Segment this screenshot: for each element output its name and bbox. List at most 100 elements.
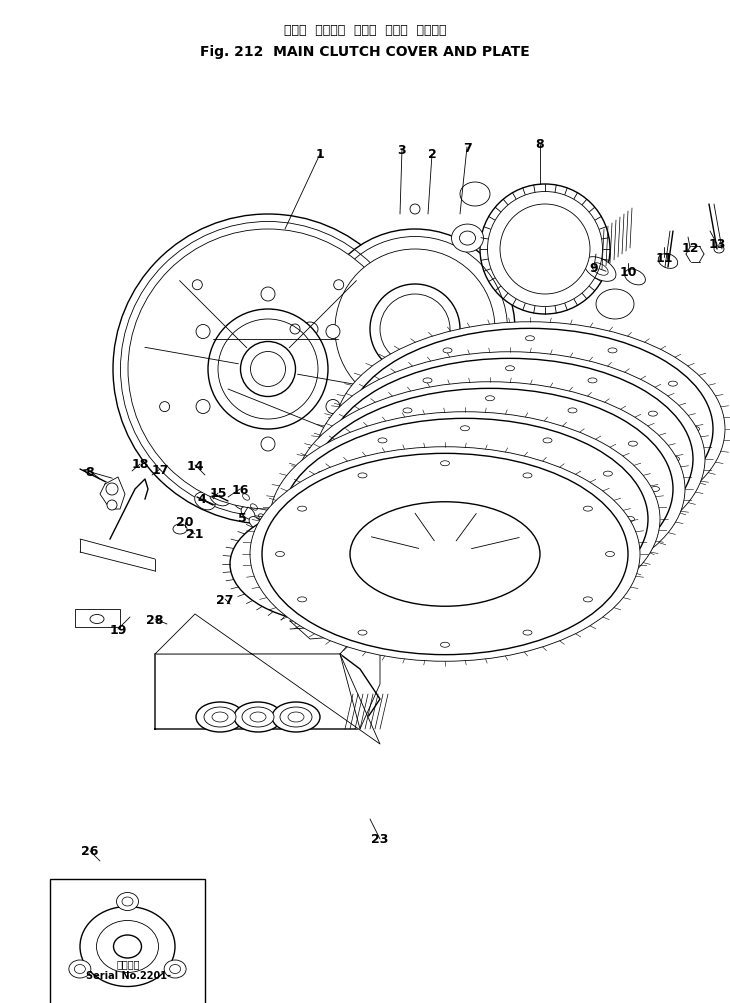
Ellipse shape — [262, 454, 628, 655]
Ellipse shape — [242, 707, 274, 727]
Text: 13: 13 — [708, 239, 726, 251]
Ellipse shape — [530, 325, 540, 335]
Ellipse shape — [107, 500, 117, 511]
Ellipse shape — [113, 215, 423, 525]
Ellipse shape — [241, 508, 255, 520]
Text: 28: 28 — [146, 613, 164, 626]
Text: 適用番号: 適用番号 — [116, 958, 139, 968]
Text: 20: 20 — [176, 516, 193, 529]
Text: 2: 2 — [428, 148, 437, 161]
Text: 8: 8 — [536, 138, 545, 151]
Ellipse shape — [280, 532, 400, 597]
Ellipse shape — [280, 707, 312, 727]
Ellipse shape — [294, 316, 326, 344]
Ellipse shape — [233, 497, 247, 510]
Ellipse shape — [334, 448, 344, 458]
Ellipse shape — [334, 281, 344, 291]
Ellipse shape — [459, 413, 475, 427]
Polygon shape — [340, 610, 380, 729]
Ellipse shape — [395, 437, 585, 542]
Text: 18: 18 — [131, 458, 149, 471]
Ellipse shape — [451, 225, 483, 253]
Ellipse shape — [240, 342, 296, 397]
Text: Serial No.2201-: Serial No.2201- — [85, 970, 171, 980]
Ellipse shape — [250, 352, 285, 387]
Text: メイン  クラッチ  カバー  および  プレート: メイン クラッチ カバー および プレート — [284, 23, 446, 36]
Ellipse shape — [302, 323, 318, 337]
Text: 8: 8 — [85, 465, 94, 478]
Ellipse shape — [173, 525, 187, 535]
Ellipse shape — [335, 250, 495, 409]
Ellipse shape — [106, 483, 118, 495]
Ellipse shape — [69, 960, 91, 978]
Ellipse shape — [584, 258, 616, 282]
Text: 14: 14 — [186, 459, 204, 472]
Ellipse shape — [410, 205, 420, 215]
Ellipse shape — [435, 377, 625, 481]
Ellipse shape — [295, 382, 685, 597]
Ellipse shape — [96, 921, 158, 973]
Ellipse shape — [113, 935, 142, 958]
Text: 16: 16 — [231, 483, 249, 496]
Ellipse shape — [250, 447, 640, 662]
Ellipse shape — [249, 518, 263, 530]
Ellipse shape — [370, 467, 560, 572]
Text: 6: 6 — [338, 527, 346, 540]
Bar — [50, 879, 205, 1003]
Ellipse shape — [460, 183, 490, 207]
Ellipse shape — [261, 288, 275, 302]
Ellipse shape — [370, 285, 460, 375]
Ellipse shape — [410, 444, 420, 454]
Ellipse shape — [290, 325, 300, 335]
Polygon shape — [155, 615, 380, 744]
Ellipse shape — [270, 412, 660, 627]
Ellipse shape — [415, 407, 605, 512]
Text: 26: 26 — [266, 568, 284, 581]
Ellipse shape — [255, 519, 425, 611]
Ellipse shape — [282, 419, 648, 620]
Text: 9: 9 — [590, 261, 599, 274]
Ellipse shape — [380, 295, 450, 365]
Ellipse shape — [204, 707, 236, 727]
Text: 5: 5 — [238, 511, 247, 524]
Polygon shape — [100, 477, 125, 510]
Ellipse shape — [192, 281, 202, 291]
Text: 11: 11 — [656, 251, 673, 264]
Text: 4: 4 — [198, 493, 207, 506]
Ellipse shape — [350, 503, 540, 607]
Text: 27: 27 — [216, 593, 234, 606]
Text: 7: 7 — [463, 141, 472, 154]
Ellipse shape — [327, 359, 693, 560]
Text: 10: 10 — [619, 265, 637, 278]
Text: 17: 17 — [151, 463, 169, 476]
Ellipse shape — [160, 402, 169, 412]
Polygon shape — [290, 622, 370, 639]
Text: 23: 23 — [372, 832, 388, 846]
Ellipse shape — [625, 270, 645, 286]
Ellipse shape — [305, 546, 375, 584]
Ellipse shape — [459, 232, 475, 246]
Ellipse shape — [318, 553, 363, 577]
Bar — [75, 610, 120, 627]
Ellipse shape — [596, 290, 634, 320]
Ellipse shape — [208, 310, 328, 429]
Ellipse shape — [307, 389, 673, 590]
Text: 24: 24 — [503, 548, 520, 561]
Ellipse shape — [326, 400, 340, 414]
Ellipse shape — [210, 488, 231, 507]
Text: 22: 22 — [651, 465, 669, 478]
Ellipse shape — [196, 325, 210, 339]
Ellipse shape — [230, 505, 450, 625]
Text: 21: 21 — [186, 528, 204, 541]
Ellipse shape — [315, 230, 515, 429]
Ellipse shape — [117, 893, 139, 911]
Ellipse shape — [272, 702, 320, 732]
Text: 19: 19 — [110, 623, 127, 636]
Text: 1: 1 — [315, 148, 324, 161]
Ellipse shape — [195, 492, 215, 511]
Ellipse shape — [315, 352, 705, 567]
Ellipse shape — [326, 325, 340, 339]
Ellipse shape — [80, 907, 175, 987]
Text: 25: 25 — [349, 553, 366, 566]
Text: 26: 26 — [81, 845, 99, 858]
